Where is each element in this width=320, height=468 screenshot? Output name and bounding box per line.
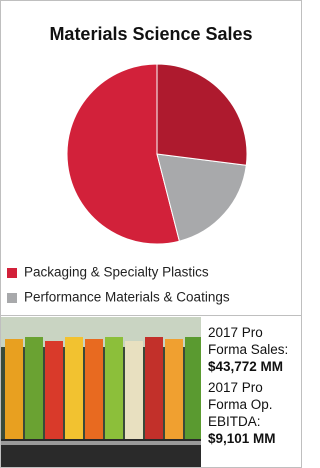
metric-label: 2017 Pro Forma Sales:	[208, 324, 300, 358]
legend-label: Performance Materials & Coatings	[24, 290, 230, 305]
legend-swatch	[7, 268, 17, 278]
card: Materials Science Sales Packaging & Spec…	[0, 0, 302, 468]
chart: Materials Science Sales Packaging & Spec…	[1, 1, 301, 315]
chart-title: Materials Science Sales	[49, 24, 252, 44]
metrics: 2017 Pro Forma Sales:$43,772 MM 2017 Pro …	[208, 324, 300, 451]
pie-slice	[157, 64, 247, 165]
metric-label: 2017 Pro Forma Op. EBITDA:	[208, 379, 300, 430]
info-panel: 2017 Pro Forma Sales:$43,772 MM 2017 Pro …	[1, 315, 301, 468]
metric-value: $9,101 MM	[208, 430, 300, 447]
product-photo	[1, 317, 201, 468]
legend-label: Packaging & Specialty Plastics	[24, 265, 209, 280]
legend-swatch	[7, 293, 17, 303]
metric-value: $43,772 MM	[208, 358, 300, 375]
